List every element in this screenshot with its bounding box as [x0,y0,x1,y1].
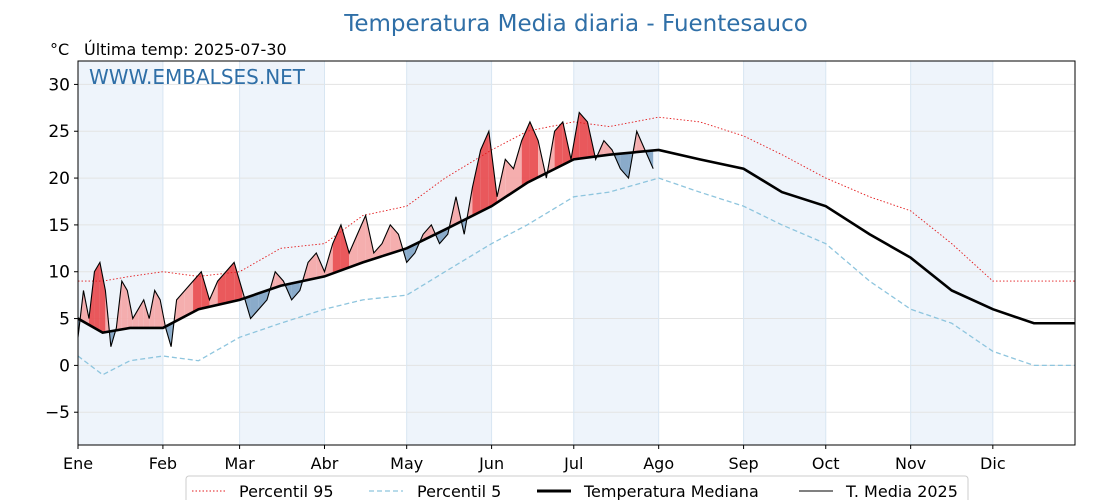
fill-above-median [480,131,489,212]
fill-above-median [217,271,226,305]
fill-above-median [132,309,139,328]
x-tick-label: Mar [225,454,256,473]
y-tick-label: 30 [48,75,70,95]
month-band [239,61,325,445]
fill-above-median [94,262,100,332]
series-line-t-media-2025 [77,111,654,347]
anomaly-fills [78,112,654,347]
fill-above-median [373,243,383,259]
x-tick-label: Ago [643,454,674,473]
legend-label-p5: Percentil 5 [417,482,501,500]
fill-below-median [620,152,629,179]
y-tick-label: 5 [59,310,70,330]
fill-below-median [406,244,415,263]
x-tick-label: Jul [563,454,583,473]
y-axis: −5 0 5 10 15 20 25 30 [45,75,78,423]
x-tick-label: Feb [149,454,177,473]
fill-above-median [234,262,243,302]
fill-above-median [275,271,284,288]
fill-above-median [579,112,588,159]
fill-above-median [382,224,391,257]
fill-above-median [357,215,366,265]
legend-box [185,475,969,500]
fill-above-median [138,299,144,328]
x-axis: Ene Feb Mar Abr May Jun Jul Ago Sep Oct Nov Dic [63,445,1006,473]
watermark: WWW.EMBALSES.NET [89,65,306,89]
fill-above-median [332,224,341,274]
y-tick-label: 25 [48,122,70,142]
fill-above-median [316,253,325,279]
month-band [78,61,163,445]
legend: Percentil 95 Percentil 5 Temperatura Med… [185,475,969,500]
plot-frame [77,60,1076,446]
fill-below-median [291,281,300,300]
fill-above-median [99,262,106,333]
unit-label: °C [50,40,69,59]
y-tick-label: 15 [48,216,70,236]
fill-above-median [505,159,514,198]
x-tick-label: Ene [63,454,93,473]
fill-above-median [154,290,161,328]
fill-above-median [554,121,563,169]
y-tick-label: 20 [48,169,70,189]
legend-label-media2025: T. Media 2025 [845,482,958,500]
y-tick-label: 0 [59,356,70,376]
fill-above-median [472,149,481,216]
fill-above-median [193,271,202,313]
fill-below-median [258,290,267,310]
fill-above-median [603,140,613,156]
series-lines [77,111,1075,376]
chart-title: Temperatura Media diaria - Fuentesauco [343,11,808,37]
fill-above-median [209,281,218,307]
x-tick-label: Nov [895,454,926,473]
y-tick-label: −5 [45,403,70,423]
x-tick-label: Jun [478,454,504,473]
fill-above-median [349,234,358,268]
month-bands [78,61,993,445]
fill-above-median [340,224,350,271]
fill-above-median [184,281,194,317]
fill-above-median [521,121,530,187]
x-tick-label: Dic [980,454,1006,473]
fill-above-median [143,299,150,328]
x-tick-label: May [390,454,423,473]
legend-label-p95: Percentil 95 [239,482,334,500]
fill-below-median [250,293,259,319]
subtitle: Última temp: 2025-07-30 [84,40,287,59]
x-tick-label: Sep [729,454,759,473]
month-band [573,61,659,445]
month-band [910,61,993,445]
fill-above-median [225,262,235,303]
month-band [406,61,492,445]
series-line-percentil-95 [78,116,1075,282]
series-line-temperatura-mediana [77,148,1075,334]
fill-above-median [513,140,522,192]
fill-above-median [308,253,317,280]
fill-above-median [121,281,128,330]
x-tick-label: Oct [812,454,840,473]
month-band [743,61,826,445]
fill-above-median [201,271,210,309]
y-tick-label: 10 [48,263,70,283]
x-tick-label: Abr [311,454,339,473]
legend-label-median: Temperatura Mediana [583,482,759,500]
series-line-percentil-5 [77,177,1075,376]
